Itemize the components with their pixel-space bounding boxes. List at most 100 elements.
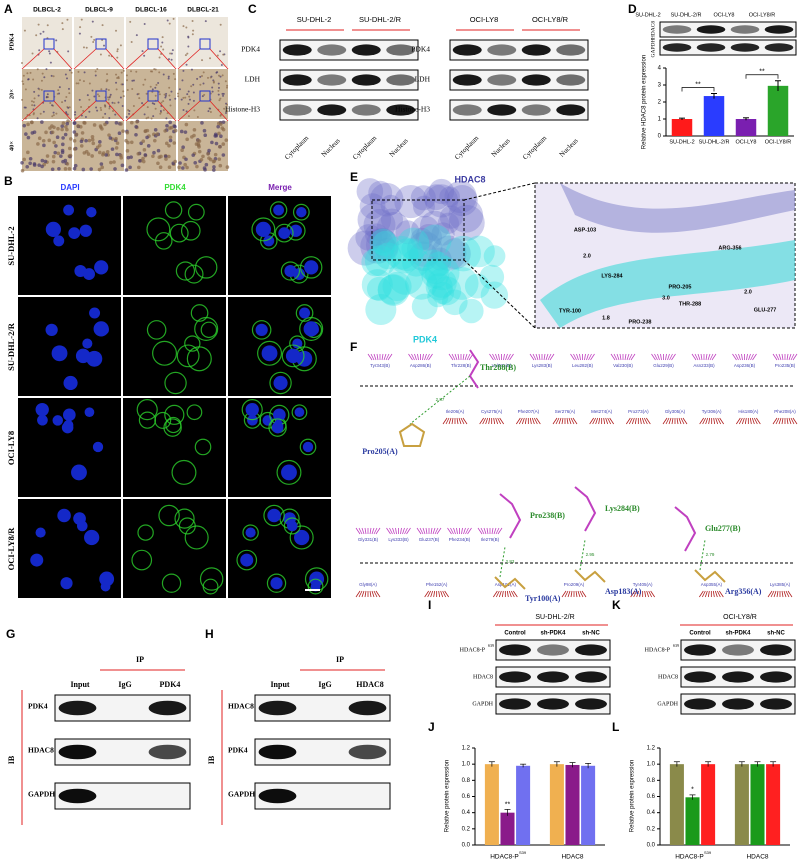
ihc-cell (154, 94, 157, 97)
ihc-cell (70, 71, 73, 74)
row-label: OCI-LY8/R (6, 527, 16, 571)
membrane (289, 525, 314, 550)
ihc-cell (42, 143, 46, 148)
hydrophobic-arc (781, 353, 784, 361)
ihc-cell (153, 128, 158, 132)
hydrophobic-arc (448, 417, 452, 425)
blot-band (575, 644, 607, 656)
pdk4-surface (405, 267, 438, 300)
hydrophobic-arc (630, 353, 636, 361)
ihc-cell (67, 87, 70, 90)
hydrophobic-arc (773, 590, 777, 598)
hdac8-surface (424, 184, 459, 218)
hydrophobic-arc (630, 590, 635, 598)
nucleus (267, 508, 281, 523)
blot-band (684, 698, 716, 710)
ihc-cell (137, 165, 141, 170)
ihc-cell (29, 71, 32, 74)
ihc-cell (167, 77, 170, 80)
ihc-cell (180, 148, 184, 152)
ihc-cell (221, 142, 226, 146)
nucleus (35, 402, 49, 417)
ihc-cell (225, 165, 230, 169)
ihc-cell (171, 49, 174, 52)
ihc-cell (32, 112, 35, 115)
ihc-cell (78, 98, 81, 101)
blot-band (452, 104, 482, 116)
ihc-cell (38, 88, 41, 91)
hdac8-surface (347, 230, 383, 266)
hydrophobic-arc (561, 417, 564, 425)
zoom-line (157, 100, 177, 122)
ihc-cell (116, 48, 119, 51)
ihc-cell (63, 132, 68, 137)
ihc-cell (181, 79, 184, 82)
ihc-cell (202, 82, 205, 85)
nucleus (285, 348, 301, 364)
ihc-cell (157, 82, 160, 85)
ihc-cell (98, 140, 102, 144)
protein-label: PDK4 (228, 746, 248, 755)
ihc-cell (129, 120, 134, 125)
ihc-cell (218, 144, 222, 149)
protein-name: HDAC8 (454, 174, 485, 184)
ihc-cell (45, 96, 48, 99)
protein-label: GAPDH (28, 790, 55, 799)
zoom-line (463, 182, 536, 201)
sig-bracket (745, 74, 779, 79)
ihc-cell (40, 79, 43, 82)
hdac8-surface (446, 185, 478, 217)
blot-band (684, 644, 716, 656)
ihc-cell (145, 92, 148, 95)
hydrophobic-arc (753, 417, 758, 425)
hydrophobic-arc (529, 417, 532, 425)
hydrophobic-arc (738, 417, 743, 425)
ihc-cell (38, 49, 41, 52)
x-tick-label: SU-DHL-2 (669, 139, 694, 145)
hydrophobic-arc (603, 417, 606, 425)
hdac8-surface (410, 227, 433, 251)
ihc-cell (202, 166, 207, 170)
nucleus (63, 375, 78, 391)
blot-band (521, 74, 551, 86)
ihc-cell (217, 157, 222, 161)
hydrophobic-arc (665, 417, 670, 425)
ihc-cell (42, 30, 45, 33)
nucleus (240, 553, 254, 567)
ihc-cell (122, 95, 125, 98)
ihc-cell (174, 97, 177, 100)
ihc-cell (24, 106, 27, 109)
hydrophobic-arc (422, 527, 426, 535)
ihc-cell (131, 88, 134, 91)
hydrophobic-arc (386, 527, 391, 535)
nucleus (74, 264, 87, 278)
ihc-cell (114, 136, 118, 141)
hydrophobic-arc (389, 527, 393, 535)
hydrophobic-arc (788, 353, 792, 361)
bar (701, 764, 716, 845)
hydrophobic-arc (361, 527, 365, 535)
ihc-cell (219, 23, 222, 26)
ihc-cell (181, 166, 185, 170)
ihc-cell (193, 160, 198, 165)
residue-label: THR-288 (679, 301, 701, 307)
pdk4-surface (422, 258, 449, 285)
ihc-cell (26, 135, 31, 140)
blot-band (499, 671, 531, 683)
distance-label: 2.0 (583, 253, 591, 259)
membrane (146, 217, 171, 242)
panel-letter: I (428, 598, 431, 612)
ihc-cell (143, 153, 148, 157)
pdk4-surface (431, 281, 455, 305)
pdk4-surface (421, 260, 450, 289)
ihc-cell (48, 52, 51, 55)
ihc-cell (226, 84, 229, 87)
hydrophobic-arc (781, 590, 784, 598)
ihc-cell (151, 154, 155, 159)
ihc-cell (162, 109, 165, 112)
ihc-cell (143, 54, 146, 57)
hydrophobic-arc (555, 417, 560, 425)
residue-label: Tyr405(A) (633, 582, 653, 587)
nucleus (37, 414, 48, 426)
ihc-cell (142, 148, 147, 152)
